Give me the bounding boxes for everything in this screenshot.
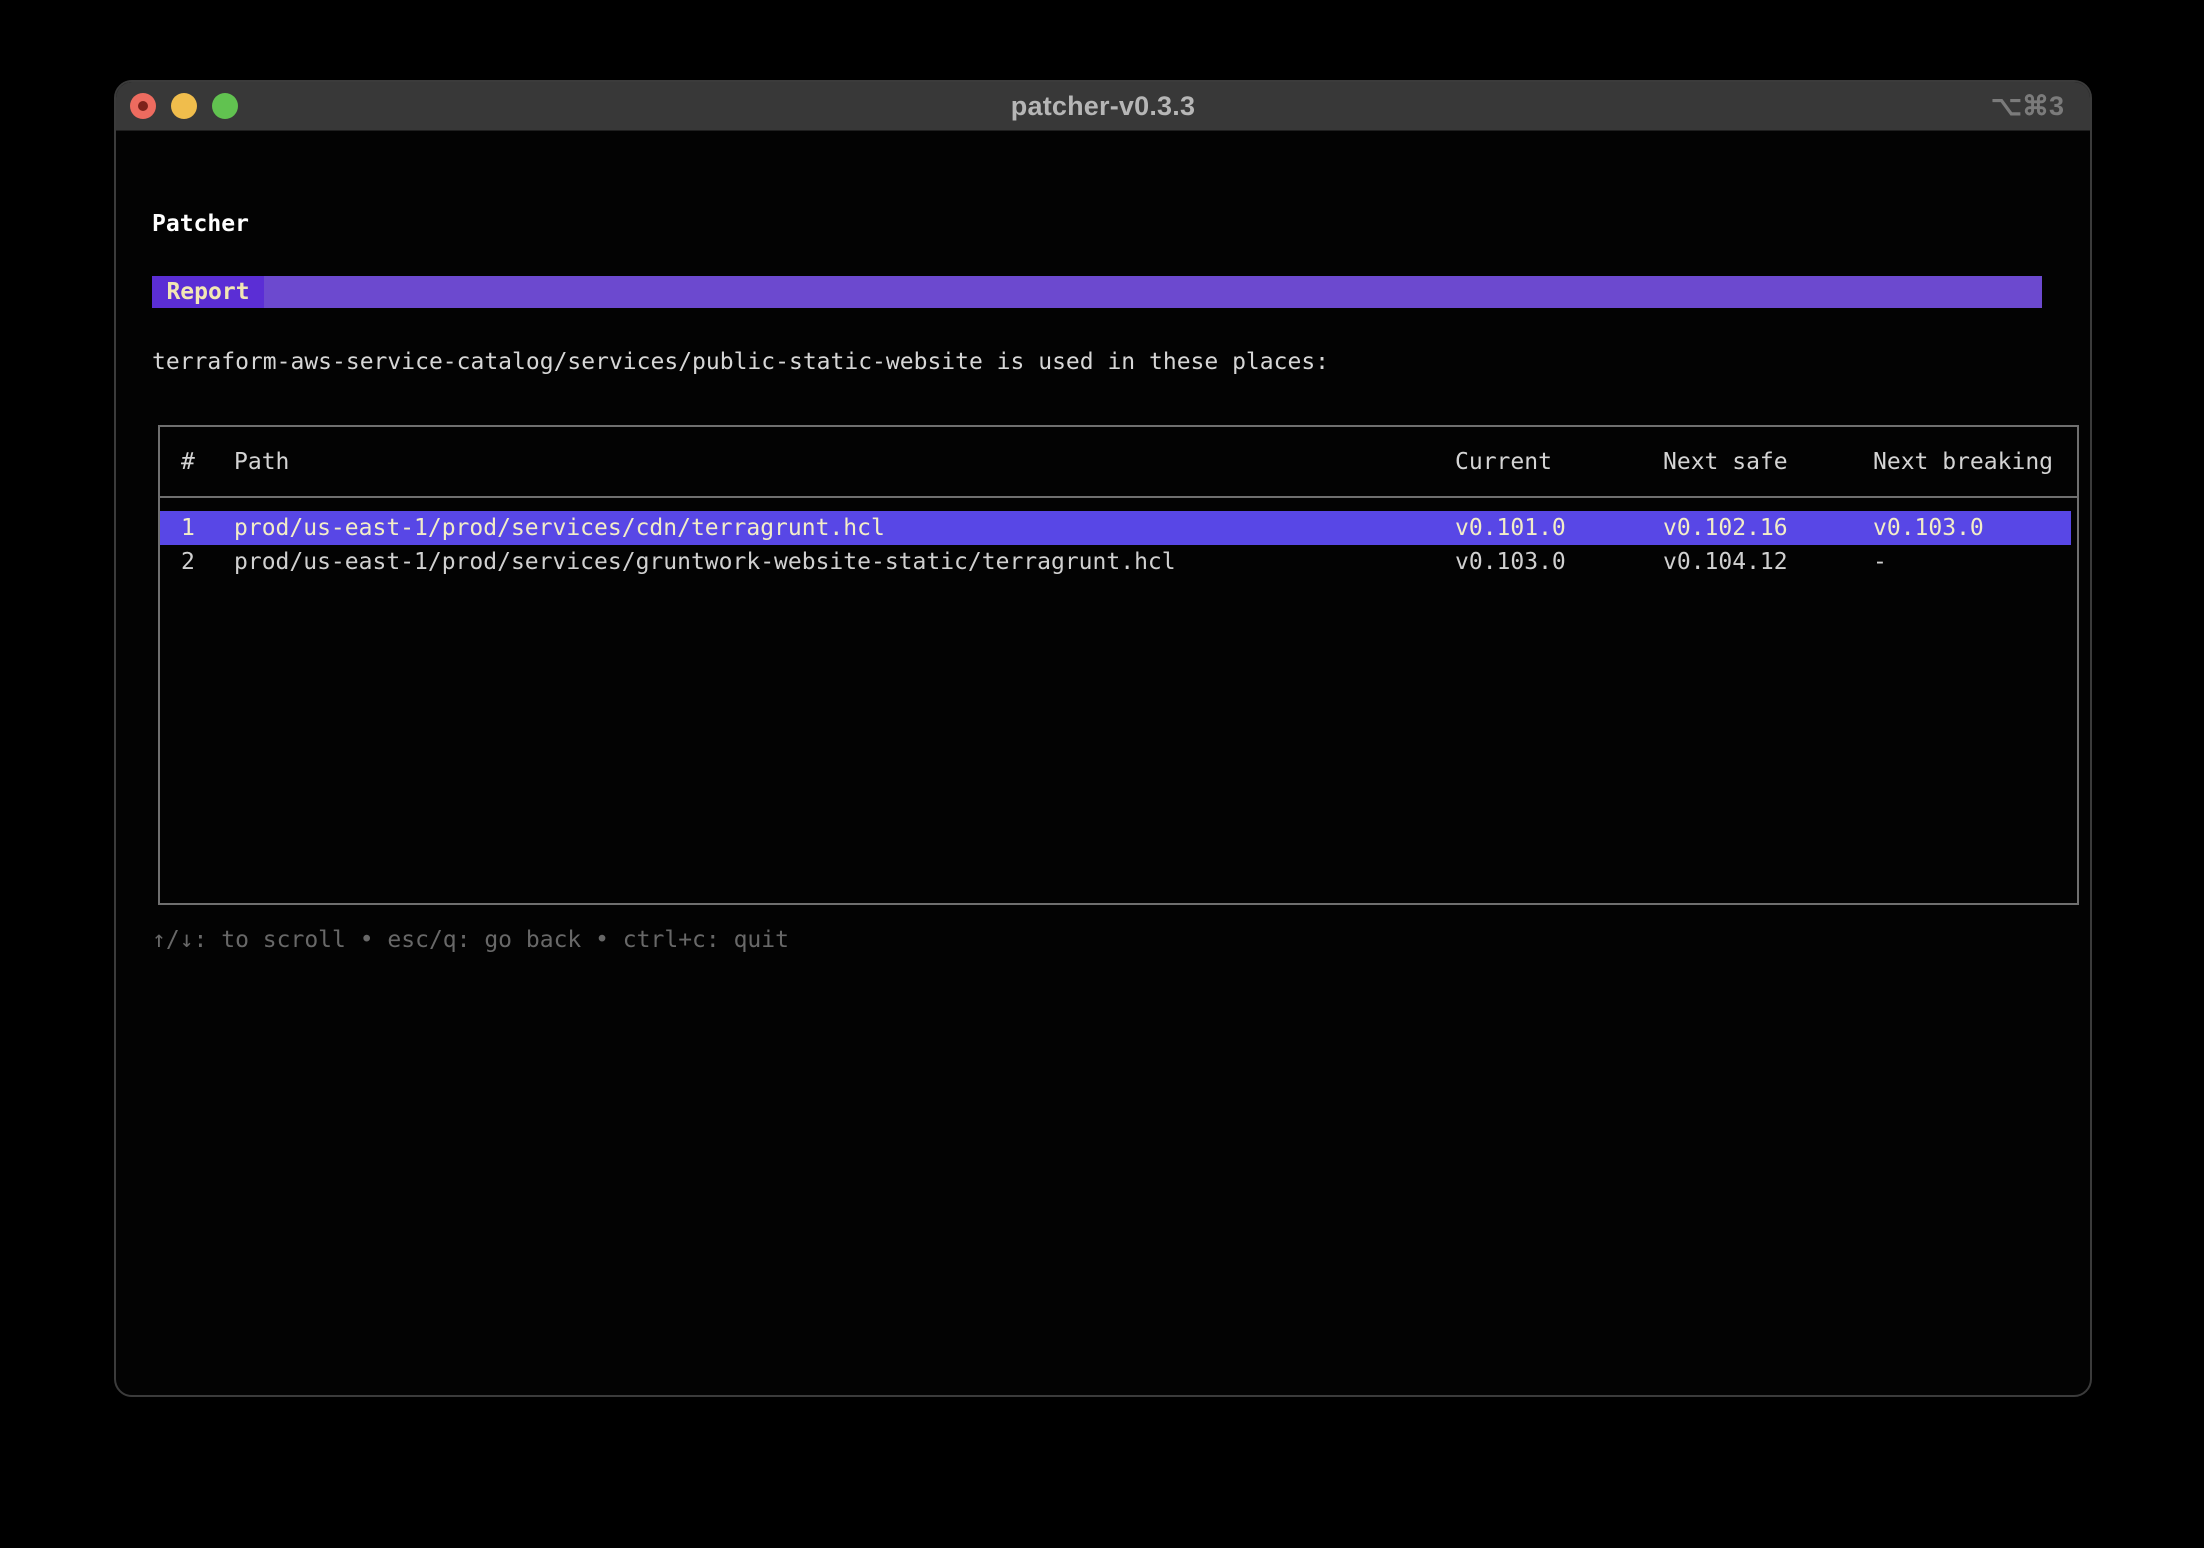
row-path: prod/us-east-1/prod/services/gruntwork-w… <box>234 549 1176 575</box>
terminal-window: patcher-v0.3.3 ⌥⌘3 Patcher Report terraf… <box>114 80 2092 1397</box>
title-bar[interactable]: patcher-v0.3.3 ⌥⌘3 <box>116 82 2090 131</box>
col-header-next-breaking: Next breaking <box>1873 448 2054 475</box>
traffic-lights <box>116 82 256 130</box>
keybinding-help-text: ↑/↓: to scroll • esc/q: go back • ctrl+c… <box>152 927 789 953</box>
window-title: patcher-v0.3.3 <box>1010 90 1196 121</box>
window-shortcut-badge: ⌥⌘3 <box>1990 90 2064 121</box>
table-header-gap <box>160 498 2077 511</box>
row-next-safe-version: v0.104.12 <box>1663 549 1788 575</box>
row-path: prod/us-east-1/prod/services/cdn/terragr… <box>234 515 885 541</box>
row-next-breaking-version: v0.103.0 <box>1873 515 1984 541</box>
col-header-current: Current <box>1455 448 1552 475</box>
usage-table: # Path Current Next safe Next breaking 1… <box>158 425 2079 905</box>
row-num: 1 <box>181 515 195 541</box>
app-heading: Patcher <box>152 211 249 237</box>
table-header-row: # Path Current Next safe Next breaking <box>160 427 2077 498</box>
row-next-safe-version: v0.102.16 <box>1663 515 1788 541</box>
col-header-path: Path <box>234 448 290 475</box>
table-row-selected[interactable]: 1 prod/us-east-1/prod/services/cdn/terra… <box>160 511 2071 545</box>
col-header-num: # <box>181 448 195 475</box>
table-row[interactable]: 2 prod/us-east-1/prod/services/gruntwork… <box>160 545 2077 579</box>
minimize-button[interactable] <box>171 93 197 119</box>
tab-report[interactable]: Report <box>152 276 264 308</box>
close-button[interactable] <box>130 93 156 119</box>
col-header-next-safe: Next safe <box>1663 448 1788 475</box>
row-current-version: v0.103.0 <box>1455 549 1566 575</box>
zoom-button[interactable] <box>212 93 238 119</box>
row-current-version: v0.101.0 <box>1455 515 1566 541</box>
report-tab-bar: Report <box>152 276 2042 308</box>
row-num: 2 <box>181 549 195 575</box>
usage-intro-text: terraform-aws-service-catalog/services/p… <box>152 349 1330 375</box>
row-next-breaking-version: - <box>1873 549 1887 575</box>
